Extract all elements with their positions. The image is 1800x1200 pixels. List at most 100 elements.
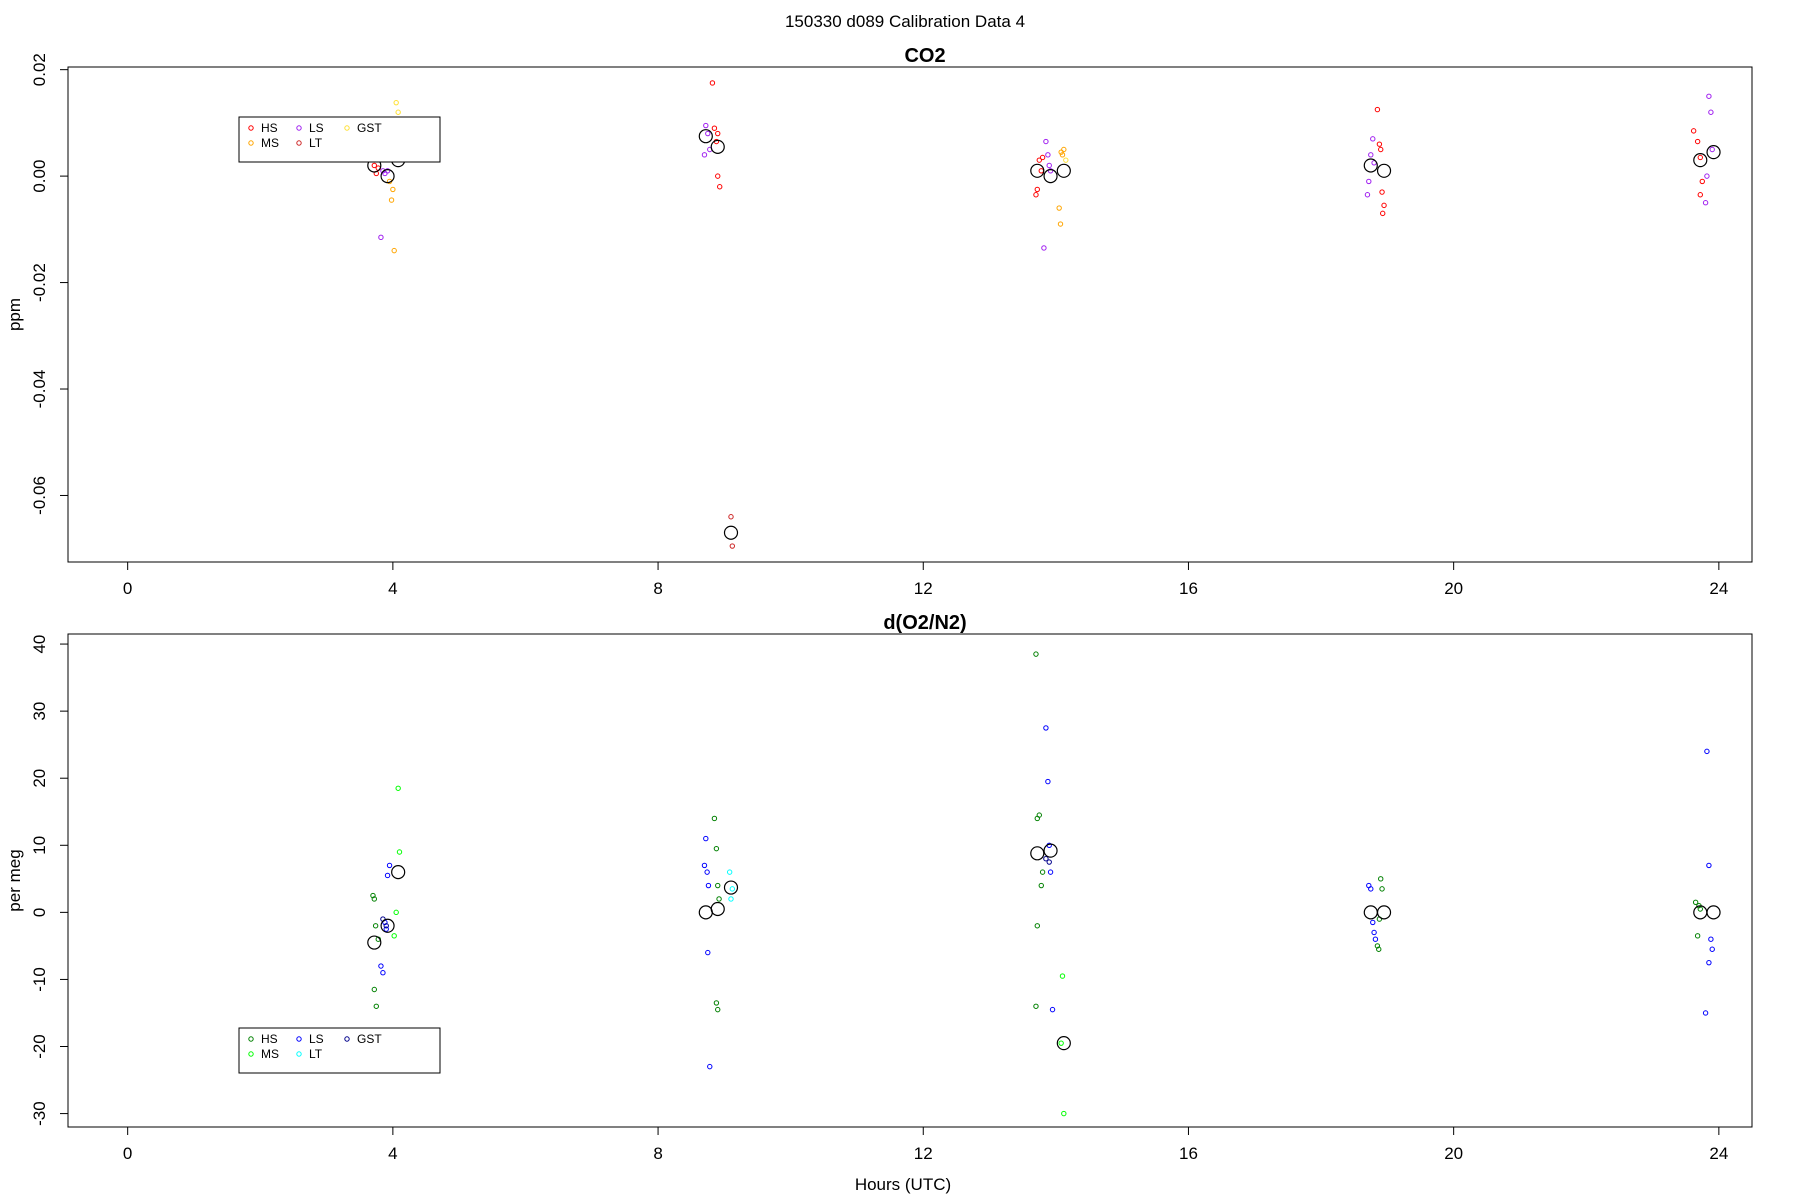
- data-point: [1034, 923, 1040, 929]
- x-tick-label: 16: [1179, 579, 1198, 598]
- legend-marker: [296, 140, 302, 146]
- data-point: [1697, 192, 1703, 198]
- x-tick-label: 4: [388, 579, 397, 598]
- data-point: [1706, 862, 1712, 869]
- figure-suptitle: 150330 d089 Calibration Data 4: [785, 12, 1025, 31]
- data-point: [388, 197, 395, 203]
- y-tick-label: 0: [30, 908, 49, 917]
- data-point: [705, 949, 711, 956]
- data-point: [378, 963, 384, 969]
- data-point: [711, 125, 718, 131]
- data-point: [1690, 128, 1697, 134]
- data-point: [703, 835, 709, 842]
- y-tick-label: 20: [30, 769, 49, 788]
- data-point: [701, 152, 708, 158]
- x-tick-label: 8: [653, 1144, 662, 1163]
- data-point: [1372, 936, 1379, 942]
- legend-marker: [248, 1036, 254, 1042]
- data-point: [1364, 192, 1371, 198]
- data-point: [1047, 869, 1054, 875]
- data-point: [1374, 106, 1381, 113]
- x-tick-label: 12: [914, 579, 933, 598]
- co2-panel: CO2 ppm 0 4 8 12 16 20 24 0.02 0.00 -0.02 -0.04 -0.06…: [5, 45, 1753, 598]
- legend-marker: [296, 1036, 302, 1042]
- x-tick-label: 0: [123, 1144, 132, 1163]
- y-tick-label: 0.02: [30, 53, 49, 86]
- data-point: [371, 986, 378, 993]
- data-point: [1036, 157, 1042, 163]
- mean-point: [391, 865, 406, 880]
- data-point: [391, 933, 397, 939]
- data-point: [715, 130, 721, 137]
- data-point: [396, 849, 403, 855]
- data-point: [729, 886, 736, 892]
- data-point: [1043, 856, 1049, 862]
- data-point: [729, 543, 736, 549]
- data-point: [715, 882, 721, 889]
- data-point: [705, 130, 711, 137]
- data-point: [1057, 221, 1064, 227]
- data-point: [707, 1063, 713, 1070]
- data-point: [716, 896, 722, 902]
- data-point: [717, 184, 723, 190]
- legend-marker: [248, 1051, 254, 1057]
- x-tick-label: 16: [1179, 1144, 1198, 1163]
- data-point: [390, 186, 396, 193]
- data-point: [383, 926, 389, 932]
- data-point: [1706, 959, 1712, 966]
- o2n2-panel: d(O2/N2) per meg 0 4 8 12 16 20 24 40 30 20 10 0 -10 -2…: [5, 612, 1753, 1163]
- data-point: [1046, 162, 1052, 169]
- mean-point: [380, 918, 395, 933]
- data-point: [1034, 186, 1040, 193]
- data-point: [1697, 154, 1703, 161]
- y-tick-label: 40: [30, 635, 49, 654]
- data-point: [1694, 138, 1701, 145]
- data-point: [393, 909, 399, 916]
- data-point: [395, 785, 401, 791]
- data-point: [1379, 189, 1385, 195]
- data-point: [713, 1000, 720, 1006]
- mean-point: [698, 905, 713, 920]
- data-point: [1038, 882, 1044, 889]
- data-point: [1374, 943, 1381, 949]
- data-point: [704, 869, 710, 875]
- x-tick-label: 4: [388, 1144, 397, 1163]
- data-point: [705, 882, 712, 889]
- data-point: [1039, 869, 1046, 875]
- data-point: [1699, 178, 1705, 185]
- mean-point: [710, 901, 725, 917]
- mean-point: [698, 129, 713, 144]
- data-point: [391, 247, 397, 254]
- data-point: [384, 872, 391, 879]
- x-tick-label: 0: [123, 579, 132, 598]
- data-point: [715, 1006, 721, 1013]
- data-point: [1034, 815, 1040, 822]
- mean-point: [1376, 163, 1392, 178]
- mean-point: [723, 880, 739, 895]
- mean-point: [1056, 1036, 1071, 1051]
- data-point: [1368, 886, 1374, 892]
- data-point: [1038, 168, 1044, 174]
- data-point: [1709, 946, 1715, 952]
- mean-point: [1056, 163, 1071, 178]
- x-tick-label: 20: [1444, 579, 1463, 598]
- data-point: [728, 514, 734, 520]
- panel-title: d(O2/N2): [883, 612, 966, 634]
- data-point: [1041, 245, 1047, 251]
- data-point: [386, 862, 393, 869]
- data-point: [1708, 109, 1714, 115]
- data-point: [1033, 192, 1039, 198]
- data-point: [1702, 200, 1709, 206]
- data-point: [1045, 778, 1051, 785]
- y-axis-label: ppm: [5, 298, 24, 331]
- data-point: [1697, 906, 1703, 912]
- data-point: [1709, 146, 1715, 153]
- legend-label: HS: [261, 121, 278, 135]
- panel-title: CO2: [904, 45, 945, 67]
- data-point: [1370, 919, 1376, 926]
- mean-point: [1376, 905, 1392, 920]
- data-point: [1059, 973, 1066, 979]
- legend-box: [238, 116, 441, 163]
- data-point: [1368, 152, 1374, 158]
